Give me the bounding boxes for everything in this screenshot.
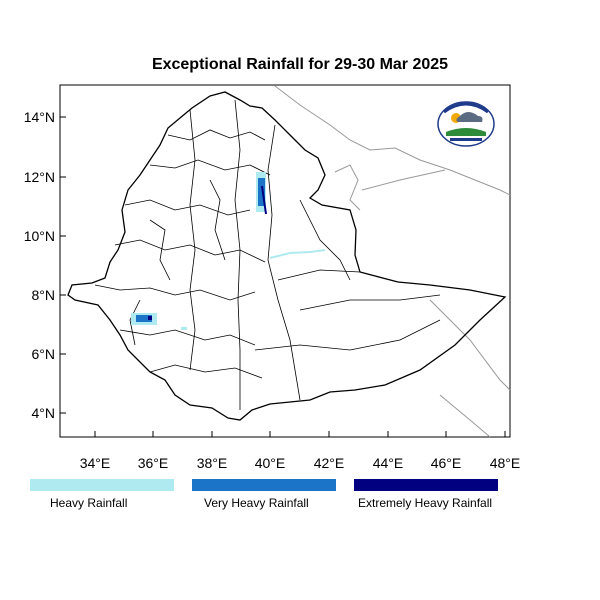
legend-label-very-heavy: Very Heavy Rainfall [204, 496, 309, 510]
neighbor-borders [274, 85, 511, 438]
x-tick-label: 34°E [80, 455, 111, 471]
x-tick-label: 46°E [431, 455, 462, 471]
legend-label-extremely-heavy: Extremely Heavy Rainfall [358, 496, 493, 510]
legend-swatch-extremely-heavy [354, 479, 498, 491]
x-tick-label: 44°E [373, 455, 404, 471]
x-tick-label: 42°E [314, 455, 345, 471]
institute-logo [437, 101, 495, 147]
x-tick-label: 36°E [138, 455, 169, 471]
y-tick-label: 8°N [32, 287, 56, 303]
zone-borders [94, 99, 441, 410]
rainfall-patches [131, 172, 326, 330]
x-tick-label: 48°E [490, 455, 521, 471]
y-tick-label: 4°N [32, 405, 56, 421]
y-tick-label: 12°N [24, 169, 55, 185]
legend-swatch-heavy [30, 479, 174, 491]
y-tick-label: 6°N [32, 346, 56, 362]
map-frame [59, 84, 511, 438]
y-tick-label: 10°N [24, 228, 55, 244]
country-outline [67, 91, 507, 421]
x-tick-label: 40°E [255, 455, 286, 471]
map-title: Exceptional Rainfall for 29-30 Mar 2025 [151, 56, 449, 73]
axis-ticks [60, 116, 506, 437]
legend-swatch-very-heavy [192, 479, 336, 491]
y-tick-label: 14°N [24, 109, 55, 125]
legend-label-heavy: Heavy Rainfall [50, 496, 128, 510]
x-tick-label: 38°E [197, 455, 228, 471]
